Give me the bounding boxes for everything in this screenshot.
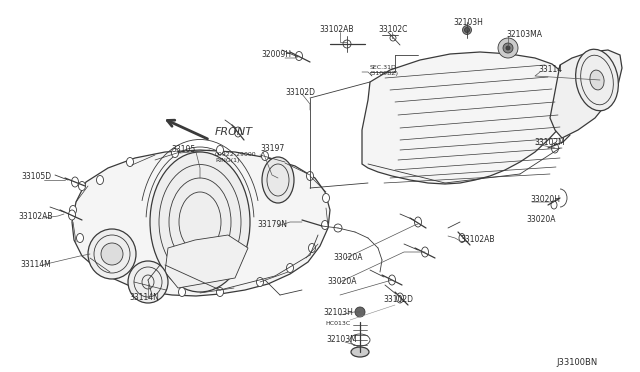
Ellipse shape: [109, 260, 115, 269]
Text: 33105: 33105: [172, 145, 196, 154]
Ellipse shape: [150, 152, 250, 292]
Ellipse shape: [308, 244, 316, 253]
Ellipse shape: [88, 229, 136, 279]
Ellipse shape: [351, 347, 369, 357]
Ellipse shape: [141, 278, 148, 286]
Ellipse shape: [127, 157, 134, 167]
Text: 33020A: 33020A: [327, 277, 356, 286]
Ellipse shape: [216, 288, 223, 296]
Ellipse shape: [216, 145, 223, 154]
Text: 33114: 33114: [538, 65, 562, 74]
Text: 33020A: 33020A: [333, 253, 363, 262]
Text: 32103H: 32103H: [323, 308, 353, 317]
Ellipse shape: [172, 148, 179, 157]
Text: 33020H: 33020H: [530, 195, 560, 204]
Ellipse shape: [97, 176, 104, 185]
Text: 33020A: 33020A: [526, 215, 556, 224]
Ellipse shape: [307, 171, 314, 180]
Ellipse shape: [388, 275, 396, 285]
Ellipse shape: [72, 177, 79, 187]
Ellipse shape: [257, 278, 264, 286]
Ellipse shape: [101, 243, 123, 265]
Text: 33102AB: 33102AB: [320, 25, 355, 34]
Text: 33102AB: 33102AB: [460, 235, 495, 244]
Text: 33102M: 33102M: [534, 138, 564, 147]
Ellipse shape: [397, 293, 403, 303]
Text: 33102C: 33102C: [378, 25, 408, 34]
Ellipse shape: [79, 182, 86, 190]
Text: 33114N: 33114N: [129, 293, 159, 302]
Text: 33102AB: 33102AB: [19, 212, 53, 221]
Text: J33100BN: J33100BN: [557, 358, 598, 367]
Text: 32009H: 32009H: [261, 50, 291, 59]
Ellipse shape: [415, 217, 422, 227]
Ellipse shape: [70, 205, 77, 215]
Text: 33102D: 33102D: [285, 88, 315, 97]
Ellipse shape: [355, 307, 365, 317]
Ellipse shape: [575, 49, 618, 111]
Ellipse shape: [323, 193, 330, 202]
Ellipse shape: [287, 263, 294, 273]
Polygon shape: [72, 150, 330, 296]
Ellipse shape: [68, 210, 76, 220]
Ellipse shape: [234, 127, 241, 137]
Text: HC013C: HC013C: [325, 321, 351, 326]
Ellipse shape: [343, 40, 351, 48]
Ellipse shape: [503, 43, 513, 53]
Text: 33197: 33197: [260, 144, 284, 153]
Ellipse shape: [77, 234, 83, 243]
Polygon shape: [165, 235, 248, 288]
Ellipse shape: [551, 201, 557, 209]
Text: 33114M: 33114M: [20, 260, 51, 269]
Ellipse shape: [296, 51, 303, 61]
Text: 33105D: 33105D: [21, 172, 51, 181]
Ellipse shape: [506, 46, 510, 50]
Ellipse shape: [590, 70, 604, 90]
Ellipse shape: [463, 26, 472, 35]
Ellipse shape: [465, 28, 470, 32]
Ellipse shape: [128, 261, 168, 303]
Ellipse shape: [179, 288, 186, 296]
Text: SEC.31D
(3109BZ): SEC.31D (3109BZ): [370, 65, 399, 76]
Text: FRONT: FRONT: [215, 127, 253, 137]
Text: 32103MA: 32103MA: [506, 30, 542, 39]
Text: 00922-29000
RING(1): 00922-29000 RING(1): [215, 152, 257, 163]
Text: 33179N: 33179N: [257, 220, 287, 229]
Polygon shape: [550, 50, 622, 138]
Text: 33102D: 33102D: [383, 295, 413, 304]
Ellipse shape: [498, 38, 518, 58]
Ellipse shape: [262, 151, 269, 160]
Ellipse shape: [552, 143, 559, 153]
Ellipse shape: [321, 221, 328, 230]
Polygon shape: [362, 52, 572, 184]
Ellipse shape: [459, 234, 465, 243]
Text: 32103M: 32103M: [326, 335, 357, 344]
Ellipse shape: [262, 157, 294, 203]
Ellipse shape: [422, 247, 429, 257]
Ellipse shape: [334, 224, 342, 232]
Ellipse shape: [390, 35, 396, 41]
Text: 32103H: 32103H: [453, 18, 483, 27]
